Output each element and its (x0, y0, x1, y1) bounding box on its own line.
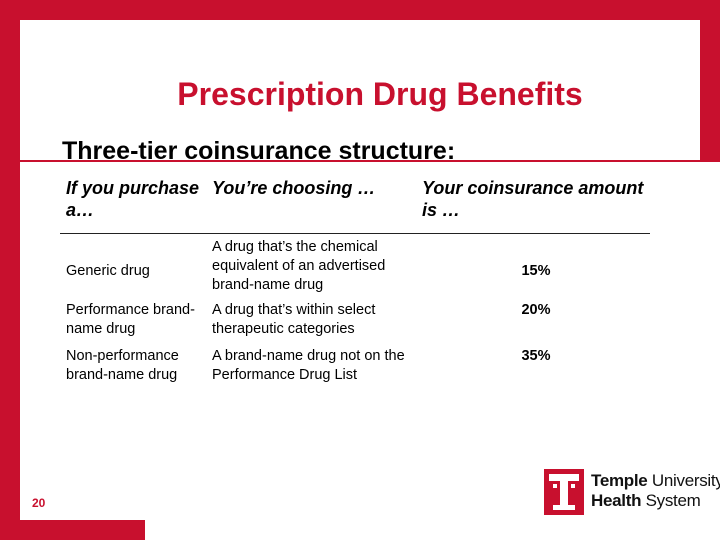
coinsurance-cell: 35% (416, 345, 650, 397)
table-row: Generic drug A drug that’s the chemical … (60, 233, 650, 299)
slide-frame-top (0, 0, 720, 20)
coinsurance-cell: 15% (416, 233, 650, 299)
drug-description-cell: A drug that’s the chemical equivalent of… (206, 233, 416, 299)
slide-title: Prescription Drug Benefits (177, 76, 583, 112)
header-purchase: If you purchase a… (60, 173, 206, 233)
temple-health-logo: Temple University Health System (540, 465, 720, 525)
drug-type-cell: Non-performance brand-name drug (60, 345, 206, 397)
drug-description-cell: A brand-name drug not on the Performance… (206, 345, 416, 397)
table-header-row: If you purchase a… You’re choosing … You… (60, 173, 650, 233)
page-number: 20 (32, 496, 46, 510)
drug-type-cell: Generic drug (60, 233, 206, 299)
logo-line2-bold: Health (591, 491, 642, 510)
table-row: Non-performance brand-name drug A brand-… (60, 345, 650, 397)
title-rule (20, 160, 720, 162)
coinsurance-table: If you purchase a… You’re choosing … You… (60, 173, 650, 397)
temple-t-logo-icon (544, 469, 584, 515)
logo-line2-rest: System (641, 491, 701, 510)
logo-line1-bold: Temple (591, 471, 648, 490)
drug-description-cell: A drug that’s within select therapeutic … (206, 299, 416, 345)
logo-line1-rest: University (647, 471, 720, 490)
slide-frame-left (0, 0, 20, 540)
table-row: Performance brand-name drug A drug that’… (60, 299, 650, 345)
drug-type-cell: Performance brand-name drug (60, 299, 206, 345)
coinsurance-cell: 20% (416, 299, 650, 345)
header-coinsurance: Your coinsurance amount is … (416, 173, 650, 233)
header-choosing: You’re choosing … (206, 173, 416, 233)
slide-frame-bottom (0, 520, 145, 540)
slide-frame-right (700, 0, 720, 160)
logo-wordmark: Temple University Health System (591, 471, 720, 511)
